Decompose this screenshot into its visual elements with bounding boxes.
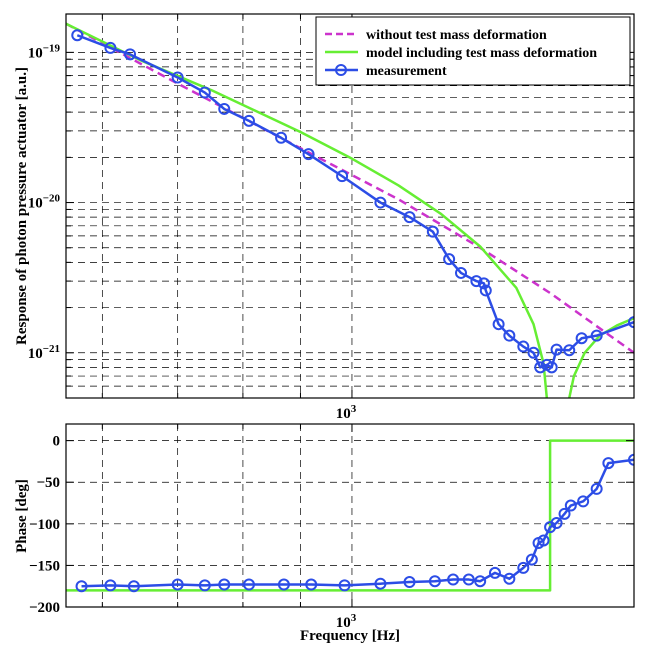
phase-measurement-point (564, 499, 577, 512)
phase-measurement-point (462, 573, 475, 586)
magnitude-axes-frame (65, 13, 635, 399)
phase-measurement-point (537, 534, 550, 547)
phase-measurement-point (525, 553, 538, 566)
measurement-point (403, 211, 416, 224)
magnitude-y-tick-label: 10−19 (28, 42, 61, 61)
phase-measurement-point (171, 578, 184, 591)
measurement-point (218, 102, 231, 115)
phase-measurement-point (550, 516, 563, 529)
phase-measurement-point (127, 580, 140, 593)
measurement-point (550, 343, 563, 356)
measurement-point (534, 361, 547, 374)
legend-box (315, 16, 631, 86)
magnitude-y-tick-label: 10−21 (28, 343, 60, 362)
legend-label-measurement: measurement (366, 64, 447, 79)
phase-panel: 0 −50 −100 −150 −200 103 Phase [deg] Frequenc… (14, 423, 635, 644)
measurement-point (275, 131, 288, 144)
measurement-point (426, 225, 439, 238)
phase-series-line-0 (66, 439, 634, 592)
legend-label-without-deformation: without test mass deformation (366, 28, 547, 43)
legend-label-model: model including test mass deformation (366, 46, 597, 61)
phase-series (66, 439, 634, 593)
phase-measurement-point (503, 572, 516, 585)
phase-measurement-point (242, 578, 255, 591)
phase-measurement-point (447, 573, 460, 586)
legend-marker-measurement (335, 64, 347, 76)
magnitude-series (66, 22, 634, 398)
legend: without test mass deformation model incl… (315, 16, 631, 86)
phase-x-tick-label: 103 (336, 612, 357, 631)
magnitude-panel: 10−19 10−20 10−21 103 Response of photon pr… (14, 13, 635, 422)
measurement-point (336, 170, 349, 183)
measurement-point (104, 41, 117, 54)
measurement-point (470, 275, 483, 288)
measurement-point (302, 148, 315, 161)
measurement-point (71, 29, 84, 42)
phase-y-axis-label: Phase [deg] (14, 479, 30, 553)
magnitude-y-axis-label: Response of photon pressure actuator [a.… (14, 67, 30, 345)
measurement-point (374, 196, 387, 209)
measurement-point (171, 71, 184, 84)
phase-y-tick-label: −100 (29, 517, 60, 533)
phase-measurement-point (338, 579, 351, 592)
phase-measurement-point (374, 577, 387, 590)
measurement-point (590, 329, 603, 342)
phase-measurement-point (558, 507, 571, 520)
phase-measurement-point (198, 579, 211, 592)
phase-measurement-point (488, 566, 501, 579)
phase-measurement-point (628, 453, 634, 466)
measurement-point (477, 277, 490, 290)
phase-measurement-point (403, 576, 416, 589)
phase-measurement-point (474, 575, 487, 588)
phase-y-tick-label: −150 (29, 558, 60, 574)
phase-grid (66, 424, 634, 608)
phase-ticks: 0 −50 −100 −150 −200 103 (29, 424, 634, 631)
phase-measurement-point (218, 578, 231, 591)
measurement-point (575, 332, 588, 345)
measurement-point (124, 48, 137, 61)
x-axis-label: Frequency [Hz] (300, 628, 400, 644)
phase-measurement-point (577, 495, 590, 508)
phase-measurement-point (517, 561, 530, 574)
measurement-point (628, 316, 634, 329)
measurement-point (443, 253, 456, 266)
measurement-point (479, 284, 492, 297)
phase-y-tick-label: 0 (53, 434, 61, 450)
magnitude-series-line-1 (66, 22, 549, 398)
phase-measurement-point (277, 578, 290, 591)
measurement-point (563, 344, 576, 357)
phase-measurement-point (104, 579, 117, 592)
phase-measurement-point (428, 575, 441, 588)
measurement-point (492, 318, 505, 331)
phase-measurement-point (590, 482, 603, 495)
measurement-point (198, 86, 211, 99)
phase-y-tick-label: −50 (36, 475, 60, 491)
phase-axes-frame (65, 423, 635, 608)
measurement-point (454, 266, 467, 279)
measurement-point (527, 346, 540, 359)
magnitude-ticks: 10−19 10−20 10−21 103 (28, 14, 634, 422)
magnitude-x-tick-label: 103 (336, 403, 357, 422)
phase-measurement-point (602, 457, 615, 470)
measurement-point (517, 340, 530, 353)
measurement-point (503, 329, 516, 342)
phase-measurement-point (305, 578, 318, 591)
phase-y-tick-label: −200 (29, 600, 60, 616)
magnitude-y-tick-label: 10−20 (28, 193, 61, 212)
measurement-point (545, 361, 558, 374)
phase-measurement-point (75, 580, 88, 593)
measurement-point (242, 114, 255, 127)
magnitude-series-line-2 (568, 317, 634, 398)
